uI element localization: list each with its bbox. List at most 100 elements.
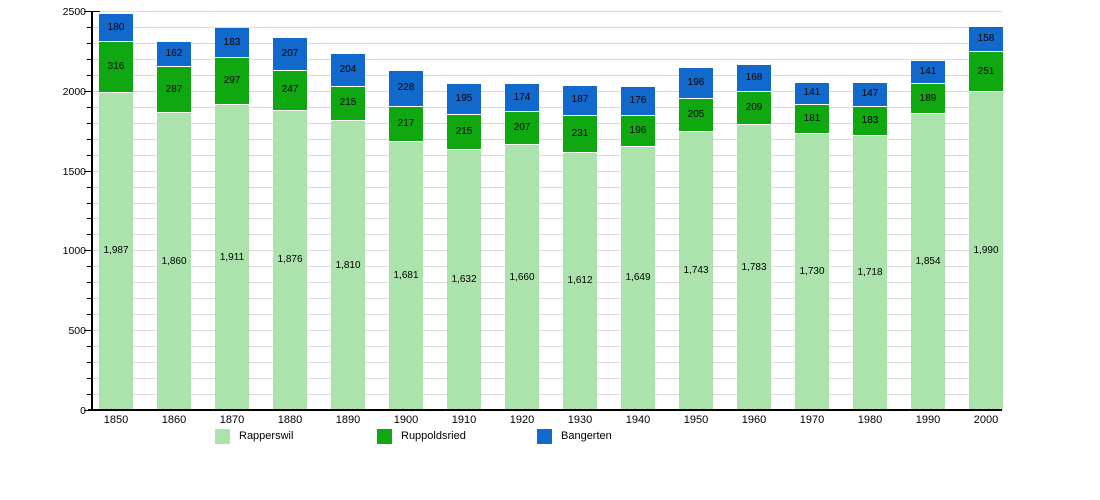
- bar-segment-rapperswil: 1,743: [679, 131, 713, 410]
- y-tick-label: 2500: [62, 6, 86, 18]
- segment-value-label: 1,911: [219, 251, 245, 263]
- legend-item-ruppoldsried: Ruppoldsried: [377, 428, 466, 444]
- bar-segment-bangerten: 162: [157, 41, 191, 68]
- segment-value-label: 176: [629, 95, 647, 106]
- segment-value-label: 247: [281, 84, 299, 96]
- plot-area: 1,987 316 180 1,860 287 162 1,911 297 183 1,876 24…: [91, 11, 1003, 410]
- y-minor-tick: [87, 42, 92, 44]
- gridline: [91, 218, 1002, 220]
- segment-value-label: 287: [165, 83, 183, 95]
- bar-segment-bangerten: 176: [621, 87, 655, 116]
- bar-segment-ruppoldsried: 316: [99, 42, 133, 93]
- bar-segment-bangerten: 195: [447, 84, 481, 116]
- gridline: [91, 186, 1002, 188]
- bar-segment-bangerten: 147: [853, 83, 887, 107]
- y-minor-tick: [87, 378, 92, 380]
- segment-value-label: 141: [919, 66, 937, 78]
- gridline: [91, 346, 1002, 348]
- bar-segment-bangerten: 158: [969, 27, 1003, 53]
- gridline: [91, 378, 1002, 380]
- bar-segment-rapperswil: 1,632: [447, 149, 481, 410]
- bar-segment-rapperswil: 1,783: [737, 125, 771, 410]
- y-minor-tick: [87, 26, 92, 28]
- segment-value-label: 1,612: [567, 275, 593, 287]
- bar-segment-ruppoldsried: 247: [273, 71, 307, 111]
- x-tick-label: 1890: [335, 414, 361, 426]
- segment-value-label: 1,681: [393, 269, 419, 281]
- bar-segment-ruppoldsried: 231: [563, 115, 597, 153]
- gridline: [91, 138, 1002, 140]
- x-tick-label: 1990: [915, 414, 941, 426]
- bar-segment-ruppoldsried: 217: [389, 107, 423, 142]
- bar-segment-bangerten: 141: [911, 61, 945, 84]
- y-major-tick: [84, 250, 92, 252]
- gridline: [91, 282, 1002, 284]
- bar-segment-bangerten: 196: [679, 67, 713, 100]
- gridline: [91, 298, 1002, 300]
- y-major-tick: [84, 170, 92, 172]
- bar-segment-ruppoldsried: 183: [853, 106, 887, 136]
- bar-segment-ruppoldsried: 297: [215, 57, 249, 106]
- legend-label: Rapperswil: [239, 430, 294, 442]
- segment-value-label: 209: [745, 102, 763, 114]
- segment-value-label: 196: [629, 124, 647, 136]
- gridline: [91, 234, 1002, 236]
- segment-value-label: 1,990: [973, 245, 999, 257]
- segment-value-label: 1,810: [335, 259, 361, 271]
- x-tick-label: 1920: [509, 414, 535, 426]
- y-minor-tick: [87, 314, 92, 316]
- x-tick-label: 1880: [277, 414, 303, 426]
- segment-value-label: 187: [571, 94, 589, 106]
- bar-segment-bangerten: 141: [795, 82, 829, 106]
- bar-segment-bangerten: 183: [215, 28, 249, 58]
- bar-segment-bangerten: 204: [331, 54, 365, 87]
- segment-value-label: 183: [223, 36, 241, 48]
- y-major-tick: [84, 330, 92, 332]
- x-tick-label: 1930: [567, 414, 593, 426]
- legend: Rapperswil Ruppoldsried Bangerten: [0, 428, 1100, 448]
- bar-segment-rapperswil: 1,876: [273, 110, 307, 410]
- y-minor-tick: [87, 346, 92, 348]
- segment-value-label: 158: [977, 33, 995, 45]
- y-tick-label: 0: [80, 405, 86, 417]
- gridline: [91, 106, 1002, 108]
- y-tick-label: 1000: [62, 245, 86, 258]
- segment-value-label: 205: [687, 108, 705, 120]
- bar-segment-rapperswil: 1,649: [621, 146, 655, 410]
- axis-top-cap: [84, 11, 100, 12]
- bar-segment-bangerten: 228: [389, 70, 423, 108]
- y-major-tick: [84, 410, 92, 411]
- segment-value-label: 174: [513, 91, 531, 103]
- y-minor-tick: [87, 234, 92, 236]
- bar-segment-bangerten: 174: [505, 84, 539, 113]
- y-minor-tick: [87, 186, 92, 188]
- y-minor-tick: [87, 394, 92, 396]
- y-minor-tick: [87, 106, 92, 108]
- x-tick-label: 1980: [857, 414, 883, 426]
- segment-value-label: 162: [165, 47, 183, 59]
- bar-segment-rapperswil: 1,730: [795, 133, 829, 410]
- segment-value-label: 1,854: [915, 256, 941, 268]
- segment-value-label: 231: [571, 127, 589, 139]
- segment-value-label: 180: [107, 21, 125, 33]
- legend-label: Bangerten: [561, 430, 612, 442]
- bar-segment-ruppoldsried: 207: [505, 112, 539, 146]
- bar-segment-rapperswil: 1,990: [969, 92, 1003, 410]
- bar-segment-rapperswil: 1,612: [563, 152, 597, 410]
- x-tick-label: 1900: [393, 414, 419, 426]
- legend-item-bangerten: Bangerten: [537, 428, 612, 444]
- bangerten-swatch-icon: [537, 428, 552, 444]
- rapperswil-swatch-icon: [215, 428, 230, 444]
- gridline: [91, 42, 1002, 44]
- bar-segment-rapperswil: 1,810: [331, 121, 365, 410]
- bar-segment-rapperswil: 1,860: [157, 113, 191, 410]
- x-tick-label: 1940: [625, 414, 651, 426]
- bar-segment-rapperswil: 1,911: [215, 105, 249, 410]
- segment-value-label: 141: [803, 87, 821, 99]
- x-tick-label: 1910: [451, 414, 477, 426]
- segment-value-label: 1,718: [857, 266, 883, 278]
- bar-segment-ruppoldsried: 215: [447, 115, 481, 150]
- segment-value-label: 195: [455, 93, 473, 105]
- gridline: [91, 58, 1002, 60]
- y-minor-tick: [87, 138, 92, 140]
